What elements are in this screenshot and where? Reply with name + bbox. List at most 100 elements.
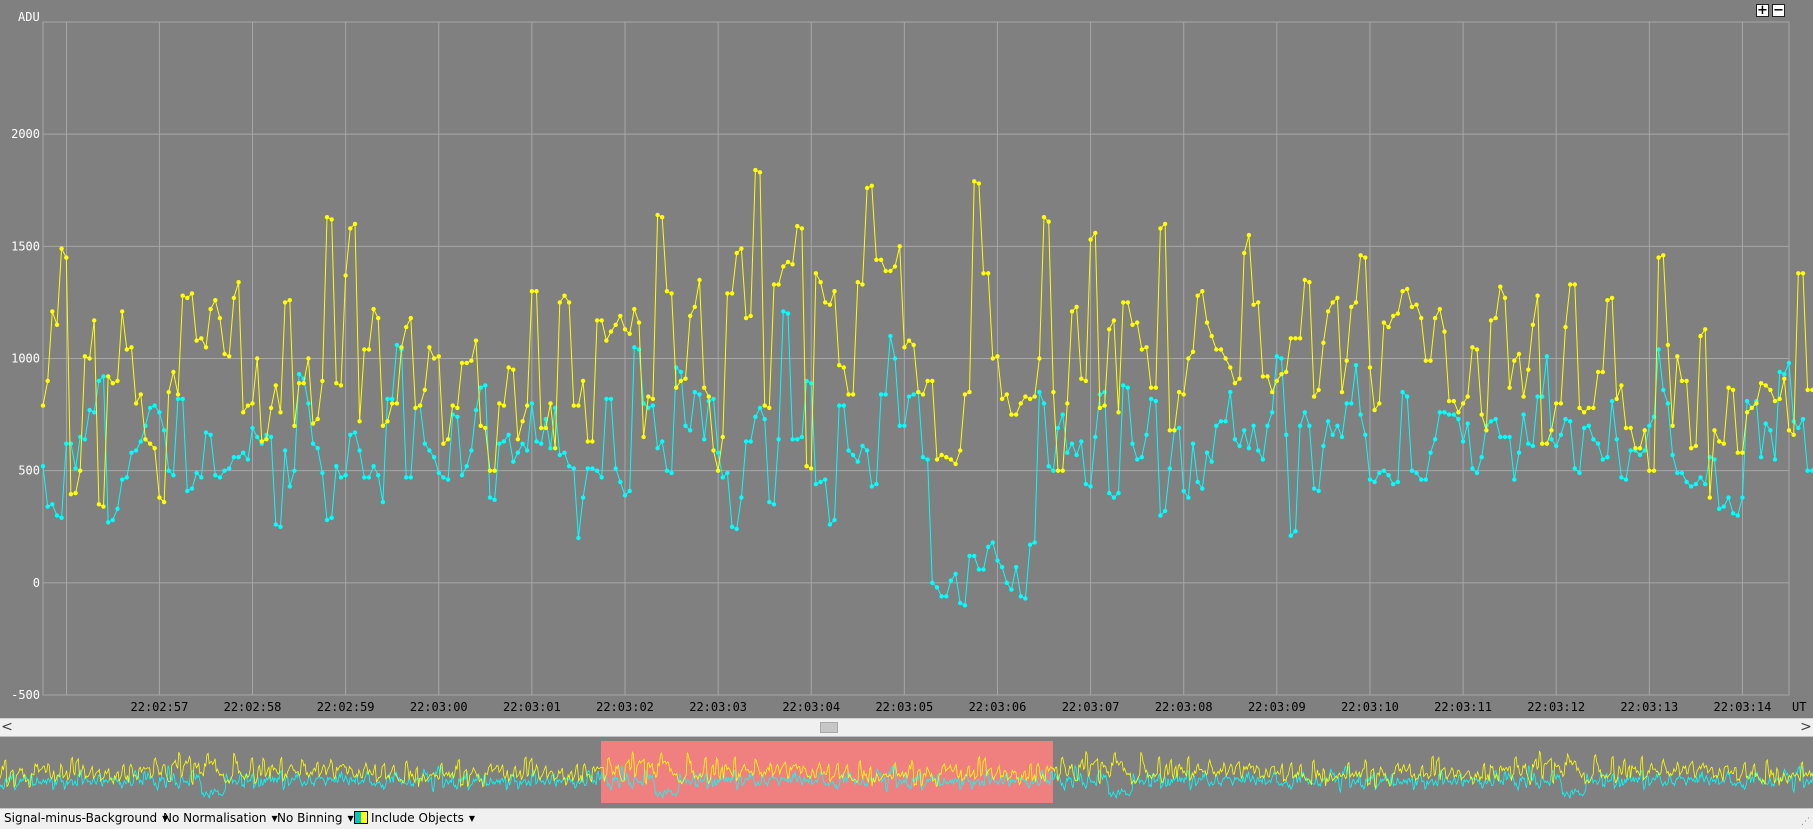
y-axis-label: ADU (18, 10, 40, 24)
data-point (497, 441, 502, 446)
data-point (781, 309, 786, 314)
data-point (762, 416, 767, 422)
data-point (1065, 401, 1070, 406)
data-point (1009, 412, 1014, 417)
data-point (1530, 322, 1536, 327)
data-point (1246, 446, 1252, 451)
objects-dropdown[interactable]: Include Objects ▼ (354, 809, 475, 829)
data-point (501, 439, 507, 444)
data-point (1395, 479, 1401, 485)
data-point (753, 414, 758, 419)
data-point (68, 492, 74, 497)
data-point (976, 567, 982, 572)
data-point (1577, 470, 1582, 476)
data-point (394, 342, 400, 348)
data-point (1782, 372, 1787, 377)
data-point (571, 466, 576, 471)
data-point (995, 558, 1000, 563)
data-point (1274, 354, 1280, 359)
data-point (357, 419, 362, 424)
x-tick-label: 22:03:04 (782, 700, 840, 714)
data-point (1181, 392, 1186, 397)
data-point (213, 298, 218, 303)
x-tick-label: 22:03:02 (596, 700, 654, 714)
data-point (618, 313, 623, 319)
data-point (1405, 394, 1410, 399)
data-point (390, 396, 395, 402)
data-point (841, 365, 846, 370)
data-point (1162, 221, 1168, 227)
signal-mode-dropdown[interactable]: Signal-minus-Background ▼ (4, 809, 168, 829)
data-point (1386, 324, 1391, 330)
data-point (1209, 459, 1214, 464)
data-point (441, 475, 446, 480)
data-point (1041, 215, 1047, 220)
data-point (683, 376, 688, 381)
x-tick-label: 22:03:12 (1527, 700, 1585, 714)
data-point (809, 381, 814, 386)
data-point (236, 455, 241, 460)
data-point (1465, 421, 1470, 426)
data-point (413, 405, 418, 411)
data-point (366, 475, 372, 480)
data-point (1330, 300, 1335, 305)
normalisation-dropdown[interactable]: No Normalisation ▼ (163, 809, 278, 829)
scroll-left-icon[interactable]: < (1, 719, 13, 735)
x-tick-label: 22:03:13 (1620, 700, 1678, 714)
data-point (1400, 389, 1405, 395)
chevron-down-icon: ▼ (271, 814, 278, 823)
data-point (1777, 369, 1782, 375)
data-point (1339, 434, 1345, 440)
data-point (143, 437, 148, 442)
data-point (82, 354, 88, 359)
scroll-right-icon[interactable]: > (1800, 719, 1812, 735)
data-point (1232, 381, 1238, 386)
zoom-out-button[interactable]: − (1772, 3, 1785, 18)
data-point (823, 477, 828, 482)
data-point (892, 356, 898, 361)
data-point (497, 401, 502, 406)
data-point (1107, 490, 1112, 496)
horizontal-scrollbar[interactable]: < > (0, 718, 1813, 737)
data-point (1270, 389, 1275, 395)
x-tick-label: 22:03:14 (1714, 700, 1772, 714)
data-point (287, 484, 292, 489)
data-point (543, 425, 548, 431)
resize-grip-icon[interactable]: ⋰ (1801, 817, 1810, 827)
data-point (1200, 486, 1205, 491)
scrollbar-thumb[interactable] (820, 722, 838, 733)
data-point (1661, 253, 1666, 258)
data-point (804, 378, 809, 384)
series-line (42, 310, 1813, 607)
data-point (1721, 504, 1727, 509)
data-point (1740, 495, 1745, 500)
data-point (1549, 428, 1554, 433)
data-point (813, 271, 819, 276)
data-point (534, 289, 539, 294)
data-point (897, 423, 902, 428)
data-point (469, 358, 474, 363)
data-point (1772, 398, 1778, 404)
data-point (1423, 358, 1429, 363)
data-point (1502, 434, 1508, 440)
data-point (1428, 358, 1433, 363)
data-point (850, 392, 856, 397)
data-point (1400, 289, 1405, 294)
data-point (1717, 439, 1722, 444)
data-point (1069, 309, 1075, 314)
data-point (161, 428, 167, 433)
data-point (1507, 434, 1512, 440)
data-point (1284, 369, 1289, 375)
data-point (464, 360, 469, 366)
data-point (1717, 506, 1722, 511)
data-point (1446, 412, 1452, 417)
data-point (1805, 387, 1810, 393)
overview-strip[interactable] (0, 737, 1813, 812)
binning-dropdown[interactable]: No Binning ▼ (277, 809, 354, 829)
data-point (632, 306, 637, 312)
x-tick-label: 22:02:59 (317, 700, 375, 714)
data-point (846, 448, 851, 453)
zoom-in-button[interactable]: + (1756, 3, 1769, 18)
x-tick-label: 22:03:07 (1062, 700, 1120, 714)
